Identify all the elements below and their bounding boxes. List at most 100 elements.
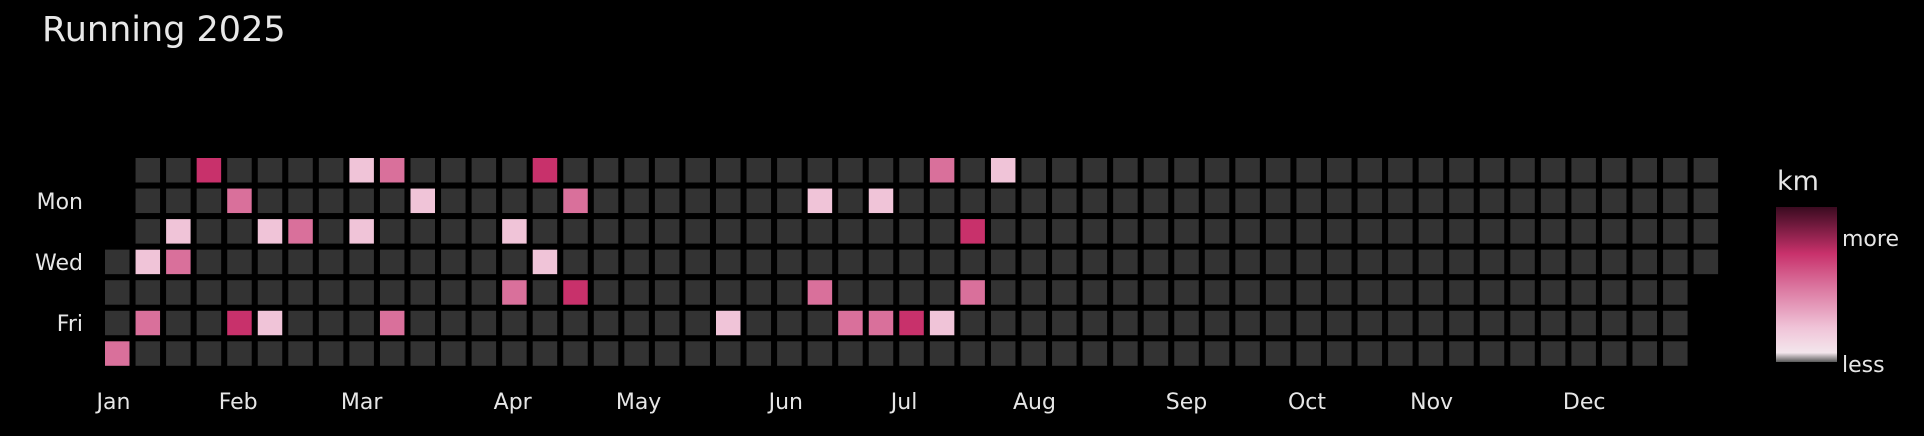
heatmap-cell — [346, 307, 377, 339]
heatmap-cell — [926, 246, 958, 278]
heatmap-cell — [1049, 216, 1080, 247]
heatmap-cell — [315, 307, 347, 339]
heatmap-cell — [774, 216, 805, 247]
heatmap-cell — [1385, 155, 1416, 186]
heatmap-cell — [1049, 338, 1080, 369]
heatmap-cell — [896, 246, 927, 278]
heatmap-cell — [407, 216, 438, 247]
heatmap-cell — [957, 277, 988, 308]
heatmap-cell — [529, 338, 561, 369]
heatmap-cell — [651, 155, 683, 186]
heatmap-cell — [163, 338, 194, 369]
heatmap-cell — [499, 307, 530, 339]
heatmap-cell — [346, 338, 377, 369]
heatmap-cell — [1018, 185, 1049, 217]
heatmap-cell — [1140, 307, 1172, 339]
heatmap-cell — [499, 246, 530, 278]
y-tick-label: Wed — [35, 251, 83, 276]
heatmap-cell — [651, 307, 683, 339]
heatmap-cell — [713, 185, 744, 217]
heatmap-cell — [1079, 307, 1111, 339]
heatmap-cell — [499, 216, 530, 247]
heatmap-cell — [590, 185, 622, 217]
heatmap-cell — [163, 246, 194, 278]
heatmap-cell — [1660, 216, 1691, 247]
heatmap-cell — [743, 338, 775, 369]
heatmap-cell — [1110, 277, 1141, 308]
heatmap-cell — [285, 185, 316, 217]
heatmap-cell — [1079, 216, 1111, 247]
heatmap-cell — [865, 307, 897, 339]
heatmap-cell — [1537, 307, 1569, 339]
heatmap-cell — [285, 277, 316, 308]
heatmap-cell — [529, 246, 561, 278]
heatmap-cell — [315, 185, 347, 217]
heatmap-cell — [285, 246, 316, 278]
heatmap-cell — [193, 307, 225, 339]
heatmap-cell — [1629, 246, 1660, 278]
heatmap-cell — [987, 155, 1019, 186]
heatmap-cell — [1598, 155, 1630, 186]
heatmap-cell — [346, 155, 377, 186]
heatmap-cell — [376, 277, 408, 308]
heatmap-cell — [621, 307, 652, 339]
heatmap-cell — [651, 216, 683, 247]
heatmap-cell — [1629, 216, 1660, 247]
heatmap-cell — [713, 155, 744, 186]
heatmap-cell — [1079, 338, 1111, 369]
heatmap-cell — [315, 338, 347, 369]
heatmap-cell — [1568, 277, 1599, 308]
heatmap-cell — [1537, 338, 1569, 369]
heatmap-cell — [1232, 185, 1263, 217]
heatmap-cell — [1049, 277, 1080, 308]
x-tick-label: Mar — [341, 390, 383, 415]
heatmap-cell — [254, 246, 286, 278]
heatmap-cell — [1324, 338, 1355, 369]
heatmap-cell — [1201, 307, 1233, 339]
heatmap-cell — [896, 338, 927, 369]
heatmap-cell — [1049, 185, 1080, 217]
heatmap-cell — [1354, 246, 1386, 278]
heatmap-cell — [468, 155, 500, 186]
y-tick-label: Mon — [37, 190, 83, 215]
heatmap-cell — [499, 185, 530, 217]
y-tick-label: Fri — [57, 312, 83, 337]
heatmap-cell — [865, 338, 897, 369]
heatmap-cell — [315, 216, 347, 247]
heatmap-cell — [560, 338, 591, 369]
heatmap-cell — [529, 216, 561, 247]
heatmap-cell — [1660, 277, 1691, 308]
heatmap-cell — [1232, 277, 1263, 308]
x-tick-label: Dec — [1563, 390, 1606, 415]
colorbar-title: km — [1777, 166, 1819, 197]
heatmap-cell — [1476, 185, 1508, 217]
heatmap-cell — [1568, 307, 1599, 339]
heatmap-cell — [438, 307, 469, 339]
heatmap-cell — [1446, 155, 1477, 186]
heatmap-cell — [743, 185, 775, 217]
heatmap-cell — [743, 307, 775, 339]
heatmap-cell — [376, 155, 408, 186]
heatmap-cell — [1446, 216, 1477, 247]
heatmap-cell — [1262, 246, 1294, 278]
heatmap-cell — [132, 307, 164, 339]
heatmap-cell — [1018, 277, 1049, 308]
heatmap-cell — [1354, 307, 1386, 339]
heatmap-cell — [865, 185, 897, 217]
heatmap-cell — [102, 307, 133, 339]
heatmap-cell — [865, 155, 897, 186]
heatmap-cell — [590, 246, 622, 278]
heatmap-cell — [1262, 155, 1294, 186]
colorbar-gradient — [1776, 207, 1837, 362]
heatmap-cell — [1446, 185, 1477, 217]
heatmap-cell — [560, 216, 591, 247]
heatmap-cell — [224, 216, 255, 247]
heatmap-cell — [1354, 338, 1386, 369]
heatmap-cell — [1415, 246, 1447, 278]
heatmap-cell — [1110, 246, 1141, 278]
heatmap-cell — [987, 277, 1019, 308]
heatmap-cell — [1293, 216, 1324, 247]
heatmap-cell — [1690, 246, 1722, 278]
heatmap-cell — [1171, 216, 1202, 247]
heatmap-cell — [1507, 277, 1538, 308]
